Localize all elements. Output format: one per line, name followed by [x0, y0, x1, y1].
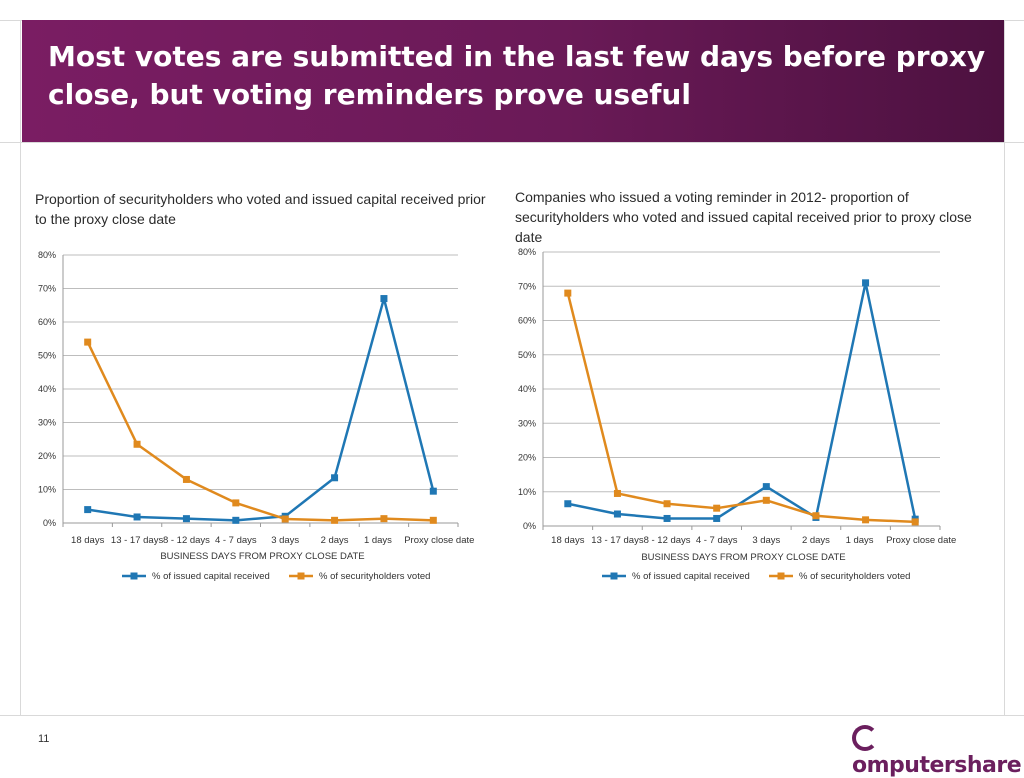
frame-left-line [20, 20, 21, 715]
data-point [812, 512, 820, 520]
series-line-2 [566, 292, 916, 524]
y-tick-label: 20% [38, 451, 56, 461]
y-tick-label: 10% [38, 485, 56, 495]
y-tick-label: 80% [518, 247, 536, 257]
x-tick-label: 1 days [846, 535, 874, 546]
y-tick-label: 20% [518, 453, 536, 463]
x-axis-title: BUSINESS DAYS FROM PROXY CLOSE DATE [160, 551, 364, 562]
x-axis-title: BUSINESS DAYS FROM PROXY CLOSE DATE [641, 552, 845, 563]
frame-right-line [1004, 20, 1005, 715]
legend-marker [297, 572, 305, 580]
y-tick-label: 70% [518, 281, 536, 291]
data-point [663, 500, 671, 508]
chart-1: 0% 10% 20% 30% 40% 50% 60% 70% 80% 18 days 13 - 17… [38, 250, 474, 582]
x-tick-label: Proxy close date [404, 535, 474, 546]
x-tick-label: 18 days [71, 535, 105, 546]
data-point [762, 483, 770, 491]
x-tick-label: Proxy close date [886, 535, 956, 546]
data-point [613, 489, 621, 497]
data-point [380, 295, 388, 303]
y-tick-label: 50% [38, 351, 56, 361]
x-tick-label: 13 - 17 days [111, 535, 164, 546]
computershare-logo: omputershare [852, 725, 1024, 778]
data-point [133, 440, 141, 448]
y-tick-label: 0% [43, 518, 56, 528]
logo-c-icon [852, 725, 878, 751]
x-tick-label: 2 days [802, 535, 830, 546]
x-tick-label: 4 - 7 days [696, 535, 738, 546]
data-point [911, 518, 919, 526]
data-point [331, 474, 339, 482]
y-tick-label: 60% [38, 317, 56, 327]
y-tick-label: 40% [518, 384, 536, 394]
legend-label: % of securityholders voted [799, 571, 910, 582]
data-point [564, 289, 572, 297]
logo-text: omputershare [852, 753, 1022, 778]
data-point [331, 516, 339, 524]
chart-2-title: Companies who issued a voting reminder i… [515, 189, 972, 245]
frame-bottom-line [0, 715, 1024, 716]
data-point [84, 506, 92, 514]
data-point [182, 475, 190, 483]
legend-label: % of securityholders voted [319, 571, 430, 582]
y-tick-label: 70% [38, 284, 56, 294]
slide-title: Most votes are submitted in the last few… [48, 40, 986, 111]
x-tick-label: 3 days [271, 535, 299, 546]
y-tick-label: 50% [518, 350, 536, 360]
data-point [182, 515, 190, 523]
data-point [762, 496, 770, 504]
data-point [380, 515, 388, 523]
y-tick-label: 30% [518, 418, 536, 428]
series-line-1 [567, 281, 917, 520]
y-tick-label: 0% [523, 521, 536, 531]
page-number: 11 [38, 733, 50, 745]
data-point [429, 516, 437, 524]
legend-marker [130, 572, 138, 580]
data-point [713, 514, 721, 522]
data-point [564, 500, 572, 508]
data-point [713, 504, 721, 512]
y-tick-label: 60% [518, 316, 536, 326]
data-point [429, 487, 437, 495]
legend-marker [777, 572, 785, 580]
slide-header: Most votes are submitted in the last few… [22, 20, 1004, 142]
data-point [862, 279, 870, 287]
x-tick-label: 8 - 12 days [163, 535, 210, 546]
y-tick-label: 30% [38, 418, 56, 428]
data-point [133, 513, 141, 521]
data-point [613, 510, 621, 518]
x-tick-label: 18 days [551, 535, 585, 546]
data-point [232, 516, 240, 524]
data-point [663, 514, 671, 522]
data-point [84, 338, 92, 346]
y-tick-label: 80% [38, 250, 56, 260]
chart-1-title: Proportion of securityholders who voted … [35, 191, 486, 227]
header-underline [0, 142, 1024, 143]
y-tick-label: 40% [38, 384, 56, 394]
x-tick-label: 3 days [752, 535, 780, 546]
y-tick-label: 10% [518, 487, 536, 497]
x-tick-label: 13 - 17 days [591, 535, 644, 546]
data-point [862, 516, 870, 524]
x-tick-label: 4 - 7 days [215, 535, 257, 546]
legend-label: % of issued capital received [632, 571, 750, 582]
legend-marker [610, 572, 618, 580]
legend-label: % of issued capital received [152, 571, 270, 582]
x-tick-label: 2 days [321, 535, 349, 546]
x-tick-label: 8 - 12 days [644, 535, 691, 546]
x-tick-label: 1 days [364, 535, 392, 546]
series-line-2 [86, 341, 434, 522]
series-line-1 [87, 297, 435, 522]
data-point [281, 515, 289, 523]
data-point [232, 499, 240, 507]
chart-2: 0% 10% 20% 30% 40% 50% 60% 70% 80% 18 days 13 - 17… [518, 247, 956, 582]
